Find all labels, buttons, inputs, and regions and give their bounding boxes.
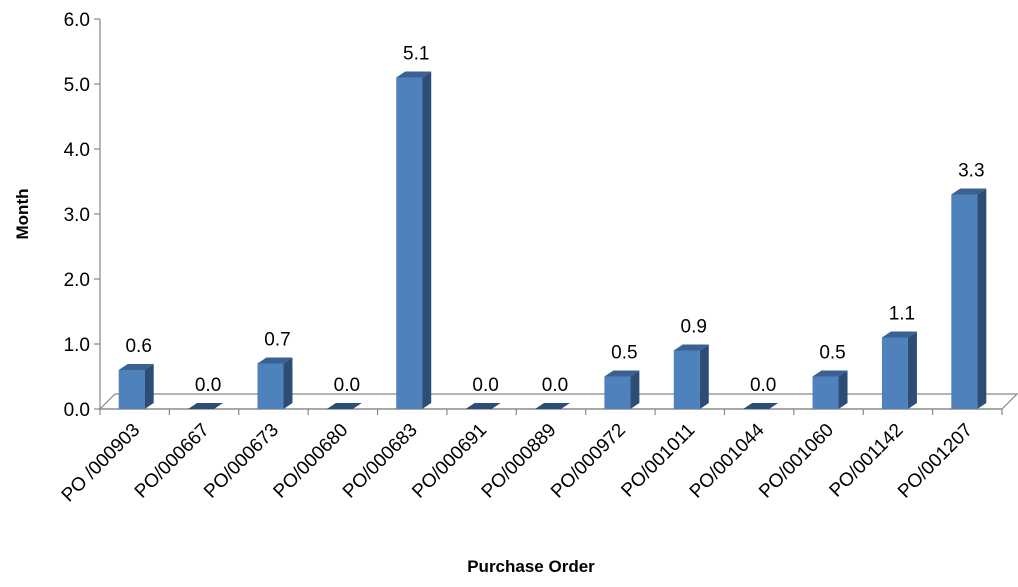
bar-side bbox=[699, 344, 709, 409]
bar bbox=[118, 364, 154, 409]
data-label: 0.0 bbox=[750, 375, 776, 396]
bar bbox=[465, 403, 501, 409]
bars bbox=[118, 71, 987, 409]
bar-front bbox=[396, 77, 423, 409]
bar bbox=[535, 403, 570, 409]
bar-top bbox=[257, 357, 293, 364]
bar bbox=[257, 357, 293, 409]
bar bbox=[604, 370, 640, 409]
bar-top bbox=[326, 403, 362, 409]
bar bbox=[881, 331, 917, 409]
bar-front bbox=[257, 363, 284, 409]
x-tick-label: PO/000673 bbox=[200, 420, 283, 503]
bar-top bbox=[188, 403, 224, 409]
bar-top bbox=[673, 344, 709, 351]
x-axis-title: Purchase Order bbox=[467, 557, 595, 576]
axes: 0.0 1.0 2.0 3.0 4.0 5.0 6.0 PO /000903PO/000667… bbox=[58, 10, 1003, 507]
bar-top bbox=[118, 364, 154, 370]
y-tick-label: 5.0 bbox=[64, 75, 90, 96]
bar-top bbox=[604, 370, 640, 377]
bar-side bbox=[838, 370, 848, 409]
x-tick-label: PO/000680 bbox=[270, 420, 353, 503]
bar-side bbox=[907, 331, 917, 409]
x-tick-label: PO/001060 bbox=[755, 420, 838, 503]
bar-front bbox=[604, 376, 631, 409]
data-label: 0.0 bbox=[195, 375, 221, 396]
bar bbox=[396, 71, 432, 409]
bar-top bbox=[465, 403, 501, 409]
bar-top bbox=[812, 370, 848, 377]
data-labels: 0.6 0.0 0.7 0.0 5.1 0.0 0.0 0.5 0.9 0.0 0.5 1.1 3.3 bbox=[125, 44, 984, 397]
data-label: 5.1 bbox=[403, 44, 429, 65]
data-label: 0.0 bbox=[542, 375, 568, 396]
y-tick-label: 6.0 bbox=[64, 10, 90, 31]
data-label: 3.3 bbox=[958, 161, 984, 182]
x-tick-label: PO/000889 bbox=[478, 420, 561, 503]
bar-side bbox=[422, 71, 432, 409]
bar-side bbox=[283, 357, 293, 409]
bar-front bbox=[881, 337, 908, 409]
bar bbox=[188, 403, 224, 409]
bar-front bbox=[118, 370, 145, 409]
y-axis-title: Month bbox=[13, 189, 32, 240]
x-tick-label: PO/000667 bbox=[131, 420, 214, 503]
y-tick-label: 0.0 bbox=[64, 400, 90, 421]
y-tick-label: 2.0 bbox=[64, 270, 90, 291]
bar-front bbox=[812, 376, 839, 409]
bar-top bbox=[881, 331, 917, 338]
bar bbox=[812, 370, 848, 409]
bar-top bbox=[951, 188, 987, 195]
data-label: 0.5 bbox=[819, 343, 845, 364]
bar bbox=[673, 344, 709, 409]
x-tick-label: PO/000972 bbox=[547, 420, 630, 503]
data-label: 1.1 bbox=[889, 304, 915, 325]
x-tick-label: PO/000683 bbox=[339, 420, 422, 503]
x-tick-label: PO/001207 bbox=[894, 420, 977, 503]
bar-top bbox=[535, 403, 570, 409]
data-label: 0.6 bbox=[125, 336, 151, 357]
x-tick-label: PO/000691 bbox=[408, 420, 491, 503]
bar-front bbox=[673, 350, 700, 409]
y-tick-label: 4.0 bbox=[64, 140, 90, 161]
bar bbox=[743, 403, 779, 409]
bar-side bbox=[977, 188, 987, 409]
data-label: 0.0 bbox=[334, 375, 360, 396]
bar-top bbox=[743, 403, 779, 409]
bar-side bbox=[144, 364, 154, 409]
y-tick-label: 3.0 bbox=[64, 205, 90, 226]
bar-side bbox=[630, 370, 640, 409]
data-label: 0.7 bbox=[264, 330, 290, 351]
data-label: 0.5 bbox=[611, 343, 637, 364]
data-label: 0.9 bbox=[681, 317, 707, 338]
bar-front bbox=[951, 194, 978, 409]
bar-top bbox=[396, 71, 432, 78]
bar bbox=[951, 188, 987, 409]
data-label: 0.0 bbox=[472, 375, 498, 396]
y-tick-label: 1.0 bbox=[64, 335, 90, 356]
bar bbox=[326, 403, 362, 409]
x-tick-label: PO /000903 bbox=[58, 420, 145, 507]
